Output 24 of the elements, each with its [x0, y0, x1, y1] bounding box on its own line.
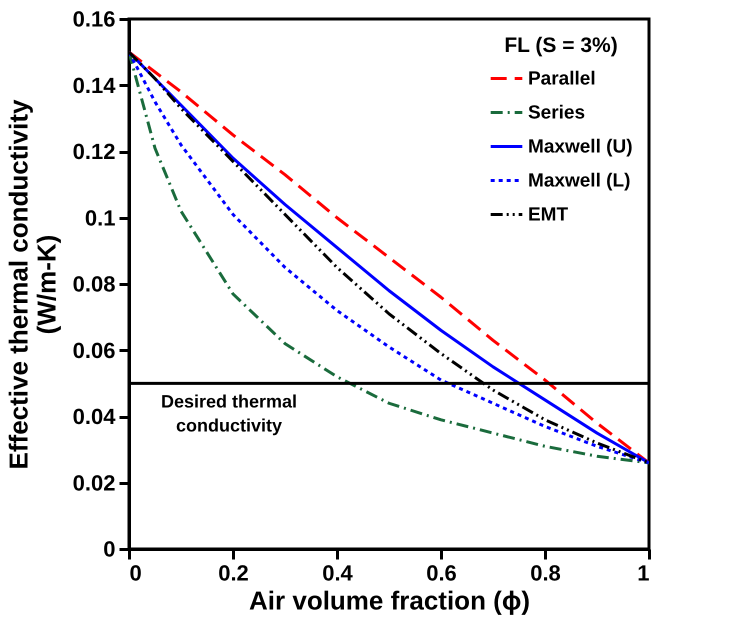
x-tick-label: 0.6	[426, 560, 457, 586]
x-tick-label: 1	[637, 560, 650, 586]
ref-line-label: Desired thermal conductivity	[160, 391, 298, 436]
legend-label: Parallel	[528, 68, 596, 90]
x-tick-label: 0.8	[530, 560, 561, 586]
y-tick-label: 0.08	[72, 272, 116, 296]
x-axis-title: Air volume fraction (ϕ)	[249, 586, 530, 616]
x-tick-label: 0.2	[218, 560, 249, 586]
y-axis-title: Effective thermal conductivity (W/m-K)	[4, 99, 62, 470]
legend-title: FL (S = 3%)	[504, 34, 618, 57]
y-tick-label: 0	[103, 536, 116, 562]
y-tick-label: 0.1	[84, 205, 116, 230]
y-tick-label: 0.14	[72, 72, 116, 98]
legend-label: EMT	[528, 204, 568, 226]
y-tick-label: 0.06	[72, 338, 116, 363]
y-tick-label: 0.16	[72, 6, 116, 32]
y-tick-label: 0.02	[72, 470, 116, 496]
y-tick-label: 0.12	[72, 139, 116, 164]
x-tick-label: 0	[130, 560, 142, 586]
legend-label: Maxwell (L)	[528, 170, 630, 192]
legend-label: Maxwell (U)	[528, 136, 633, 158]
x-tick-label: 0.4	[322, 560, 354, 586]
legend-label: Series	[528, 102, 586, 124]
y-tick-label: 0.04	[72, 404, 116, 429]
